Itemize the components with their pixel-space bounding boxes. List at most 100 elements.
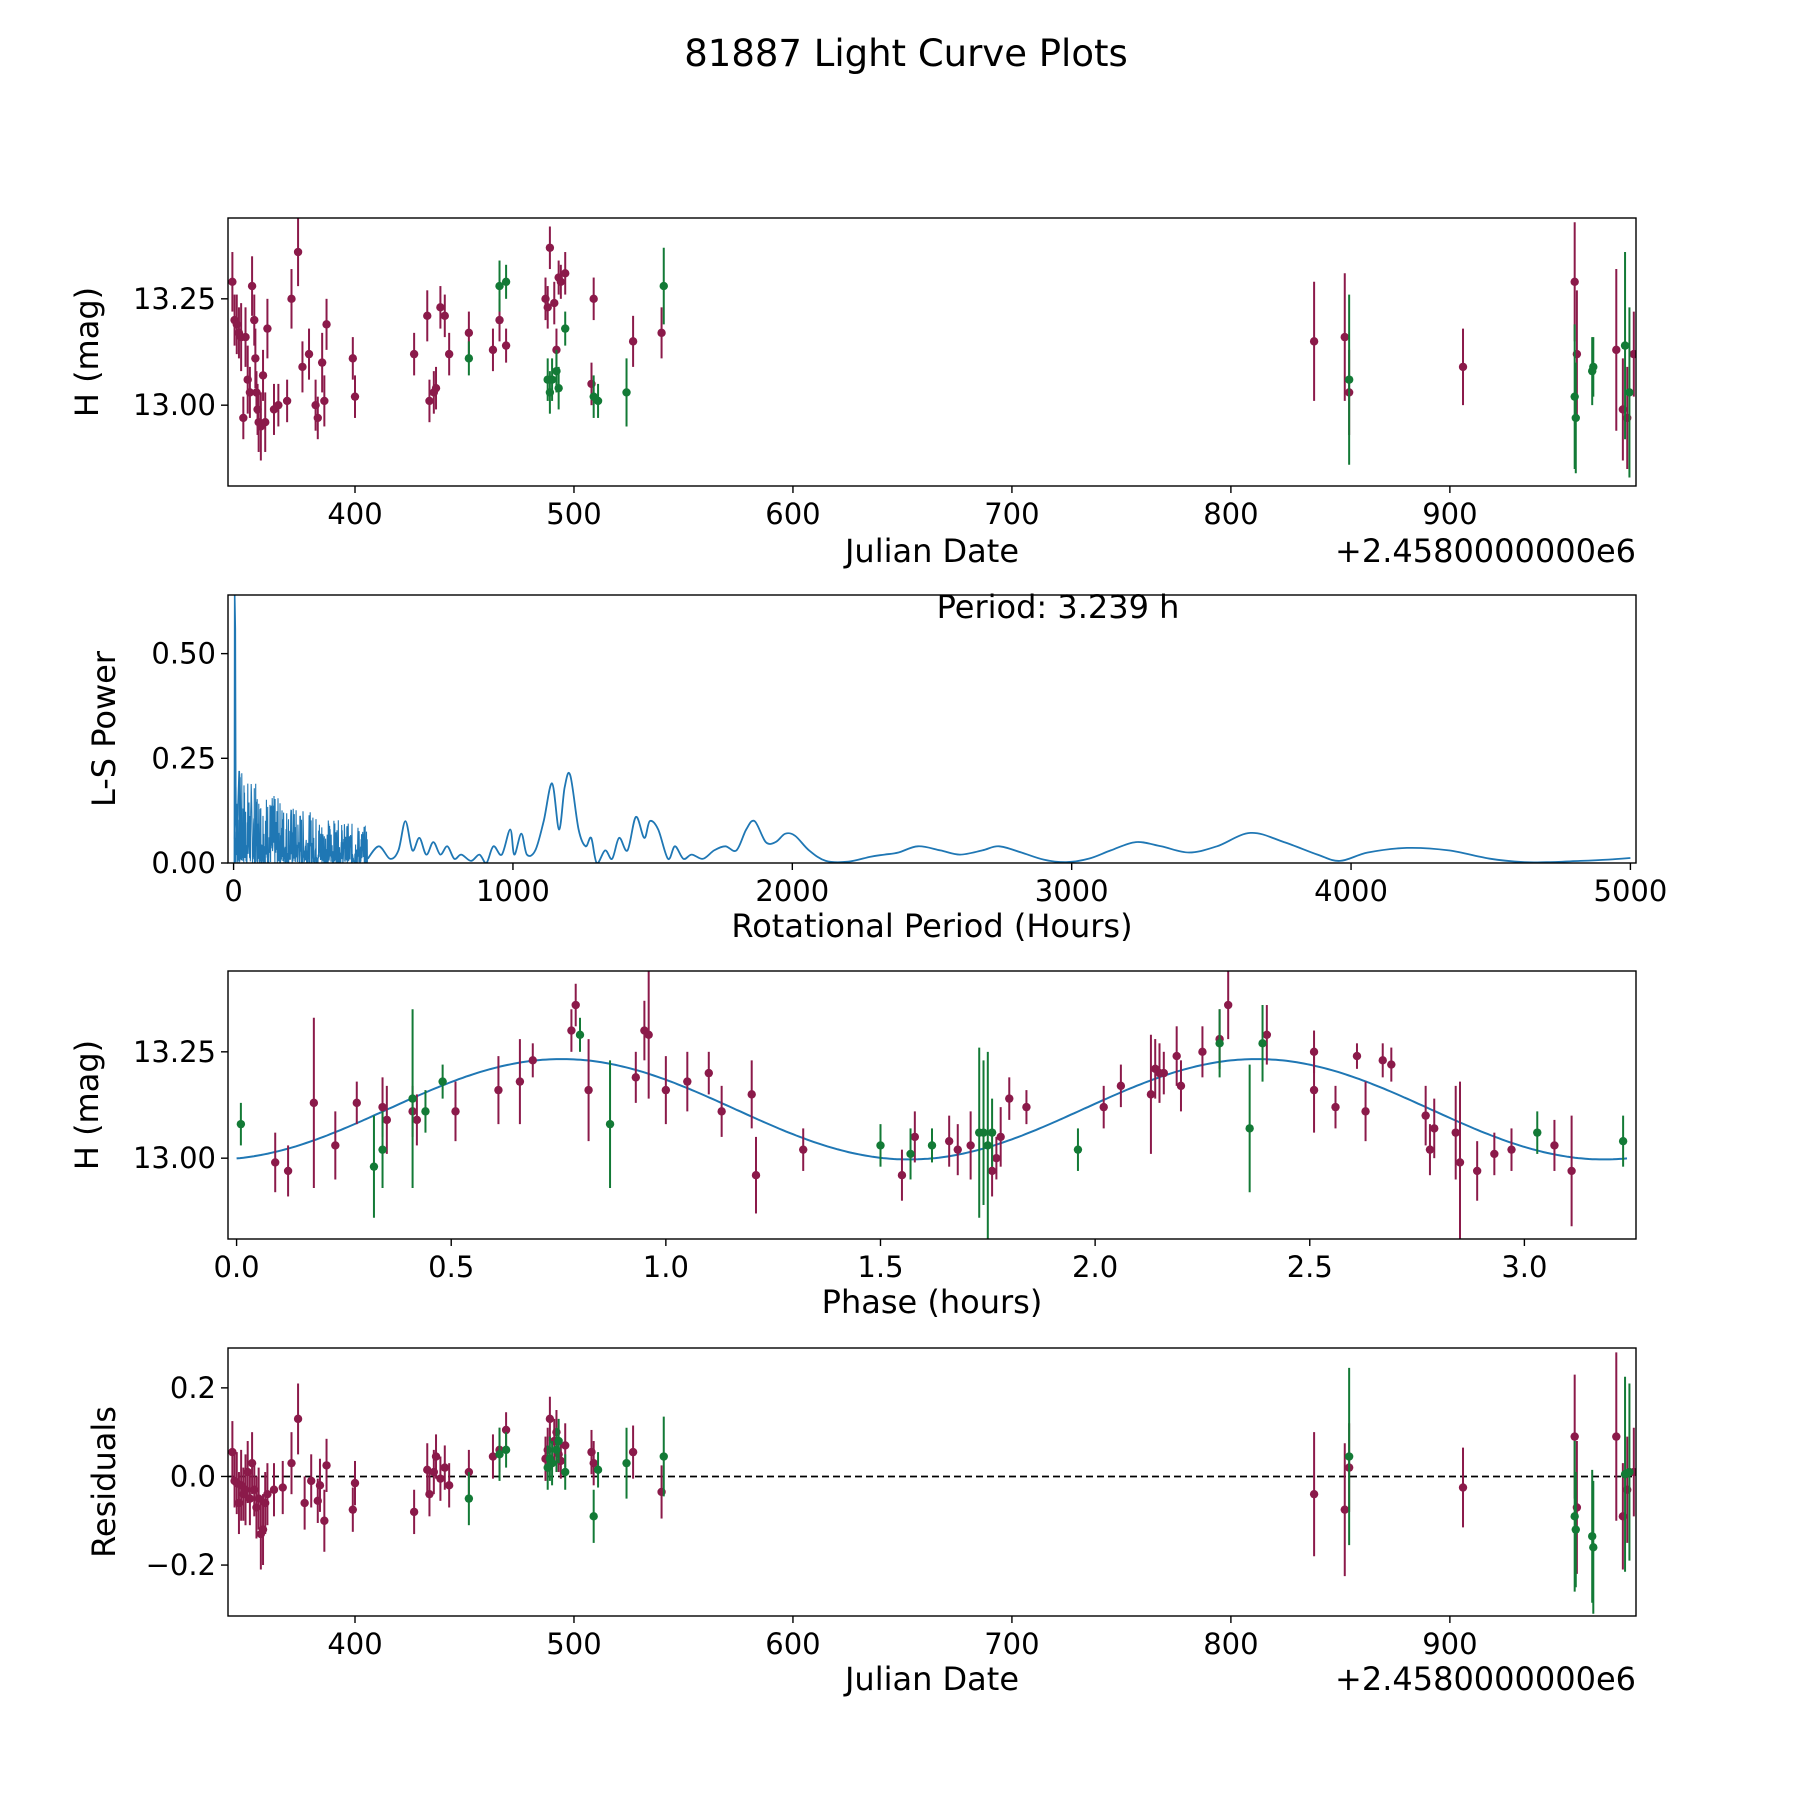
phase-data-point [331, 1141, 340, 1150]
residuals-data-point [431, 1452, 441, 1461]
phase-data-point [1099, 1102, 1108, 1112]
periodogram-axes-frame [227, 594, 1637, 864]
phase-data-point [661, 1085, 671, 1095]
lightcurve-data-point [274, 400, 283, 410]
phase-data-point [1258, 1039, 1267, 1048]
lightcurve-data-point [241, 332, 250, 342]
phase-data-point [1159, 1068, 1169, 1078]
lightcurve-xtick-label: 700 [984, 497, 1039, 531]
lightcurve-data-point [1309, 337, 1319, 346]
residuals-data-point [315, 1481, 325, 1490]
lightcurve-data-point [239, 413, 248, 423]
phase-data-point [1361, 1107, 1370, 1116]
phase-data-point [927, 1141, 937, 1150]
lightcurve-data-point [423, 311, 432, 321]
phase-data-point [1533, 1128, 1542, 1137]
lightcurve-data-point [1620, 341, 1630, 350]
residuals-ylabel: Residuals [85, 1406, 123, 1558]
lightcurve-data-point [501, 277, 511, 287]
phase-data-point [1618, 1136, 1628, 1146]
phase-data-point [528, 1056, 537, 1065]
lightcurve-axes-frame [227, 217, 1637, 487]
residuals-data-point [464, 1494, 474, 1503]
lightcurve-data-point [293, 247, 303, 257]
lightcurve-data-point [501, 341, 511, 350]
phase-data-point [992, 1153, 1001, 1163]
phase-data-point [683, 1077, 692, 1086]
residuals-data-point [501, 1425, 511, 1435]
lightcurve-data-point [304, 349, 314, 359]
residuals-data-point [1570, 1512, 1579, 1521]
residuals-data-point [348, 1505, 358, 1514]
lightcurve-data-point [622, 388, 631, 397]
residuals-data-point [488, 1452, 498, 1461]
lightcurve-data-point [228, 277, 237, 287]
phase-data-point [1472, 1166, 1482, 1176]
lightcurve-data-point [554, 383, 563, 393]
phase-data-point [515, 1077, 525, 1086]
lightcurve-data-point [313, 413, 322, 423]
phase-data-point [378, 1102, 387, 1112]
lightcurve-data [228, 218, 1636, 478]
phase-data-point [979, 1128, 988, 1137]
lightcurve-data-point [628, 337, 638, 346]
lightcurve-data-point [561, 269, 570, 278]
periodogram-xlabel: Rotational Period (Hours) [731, 907, 1132, 945]
lightcurve-data-point [247, 281, 257, 291]
residuals-data-point [561, 1441, 570, 1450]
phase-data-point [799, 1145, 808, 1154]
phase-data-point [966, 1141, 975, 1150]
residuals-xtick-label: 800 [1203, 1627, 1258, 1661]
phase-data-point [1430, 1124, 1439, 1133]
residuals-data-point [1340, 1505, 1349, 1514]
phase-data-point [1215, 1039, 1224, 1048]
lightcurve-xtick-label: 400 [327, 497, 382, 531]
phase-data-point [1331, 1102, 1340, 1112]
residuals-xlabel: Julian Date [843, 1660, 1019, 1698]
lightcurve-xtick-label: 800 [1203, 497, 1258, 531]
residuals-panel: 400 500 600 700 800 900 −0.2 0.0 0.2 Julian Date R… [85, 1347, 1637, 1698]
lightcurve-data-point [287, 294, 296, 304]
residuals-data-point [1571, 1525, 1580, 1534]
phase-data-point [1451, 1128, 1460, 1137]
residuals-data-point [320, 1516, 329, 1525]
phase-data-point [1245, 1124, 1254, 1133]
residuals-data-point [322, 1461, 331, 1470]
residuals-data-point [278, 1483, 287, 1492]
phase-data-point [1073, 1145, 1083, 1154]
phase-data-point [575, 1030, 585, 1040]
phase-data-point [571, 1000, 580, 1010]
lightcurve-xtick-label: 500 [546, 497, 601, 531]
phase-data-point [631, 1073, 641, 1082]
lightcurve-data-point [409, 349, 419, 359]
phase-data-point [451, 1107, 460, 1116]
phase-data-point [605, 1119, 615, 1129]
phase-xtick-label: 3.0 [1501, 1250, 1547, 1284]
lightcurve-data-point [261, 417, 270, 427]
residuals-data-point [589, 1458, 598, 1468]
phase-data-point [983, 1141, 993, 1150]
phase-data-point [644, 1030, 653, 1040]
phase-data-point [378, 1145, 387, 1154]
lightcurve-data-point [348, 354, 358, 363]
periodogram-xtick-label: 4000 [1314, 874, 1388, 908]
phase-data-point [309, 1098, 319, 1108]
phase-data-point [751, 1170, 761, 1180]
lightcurve-panel: 400 500 600 700 800 900 13.00 13.25 Julian Date H… [68, 217, 1637, 570]
lightcurve-data-point [561, 324, 570, 333]
residuals-data-point [409, 1507, 419, 1517]
phase-data-point [1490, 1149, 1499, 1159]
phase-data-point [1421, 1111, 1430, 1120]
residuals-data-point [1309, 1489, 1319, 1499]
residuals-data-point [263, 1489, 272, 1499]
lightcurve-data-point [436, 303, 445, 312]
phase-panel: 0.0 0.5 1.0 1.5 2.0 2.5 3.0 13.00 13.25 Phase (ho… [68, 970, 1637, 1321]
lightcurve-xlabel: Julian Date [843, 532, 1019, 570]
phase-data-point [1176, 1081, 1186, 1091]
phase-data-point [1223, 1000, 1233, 1010]
phase-data-point [1146, 1090, 1156, 1099]
phase-data-point [944, 1136, 954, 1146]
residuals-data-point [593, 1465, 603, 1475]
